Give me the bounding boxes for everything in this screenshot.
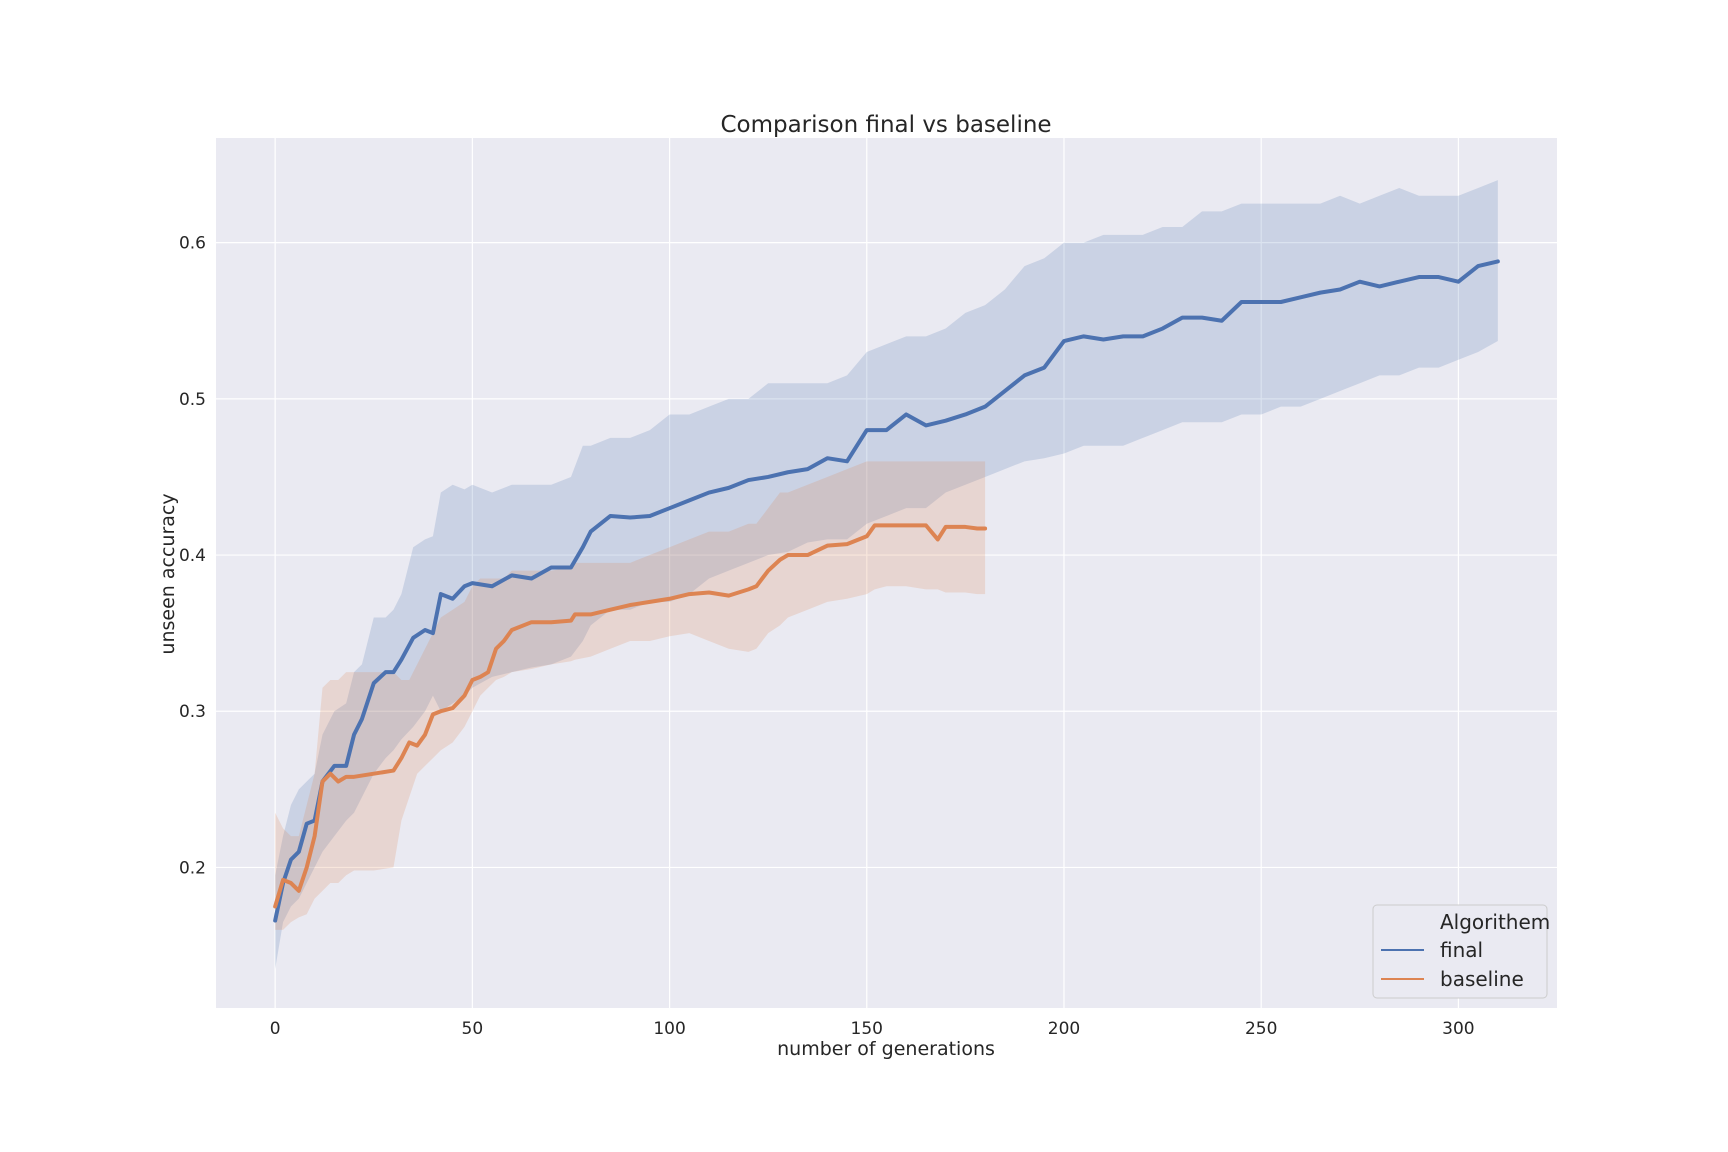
legend: Algorithem final baseline (1372, 904, 1550, 999)
y-tick-label: 0.5 (179, 390, 206, 410)
y-tick-label: 0.6 (179, 234, 206, 254)
confidence-bands (275, 180, 1498, 969)
x-tick-label: 150 (851, 1019, 883, 1039)
legend-entry-baseline: baseline (1440, 967, 1524, 991)
line-baseline (273, 523, 988, 909)
y-tick-labels: 0.2 0.3 0.4 0.5 0.6 (179, 234, 206, 879)
band-final (275, 180, 1498, 969)
y-tick-label: 0.3 (179, 702, 206, 722)
x-tick-label: 200 (1048, 1019, 1080, 1039)
x-tick-label: 100 (653, 1019, 685, 1039)
y-axis-label: unseen accuracy (157, 493, 179, 654)
x-tick-label: 0 (270, 1019, 281, 1039)
y-tick-label: 0.2 (179, 858, 206, 878)
chart-title: Comparison final vs baseline (720, 112, 1051, 138)
legend-title: Algorithem (1440, 910, 1550, 934)
legend-box (1372, 904, 1548, 999)
x-tick-labels: 0 50 100 150 200 250 300 (270, 1019, 1475, 1039)
x-axis-label: number of generations (777, 1038, 995, 1060)
x-tick-label: 250 (1245, 1019, 1277, 1039)
line-final (273, 259, 1500, 923)
band-baseline (275, 461, 986, 930)
legend-entry-final: final (1440, 938, 1483, 962)
plot-background (216, 138, 1557, 1008)
x-tick-label: 50 (462, 1019, 484, 1039)
series-lines (273, 259, 1500, 923)
x-tick-label: 300 (1442, 1019, 1474, 1039)
y-tick-label: 0.4 (179, 546, 206, 566)
